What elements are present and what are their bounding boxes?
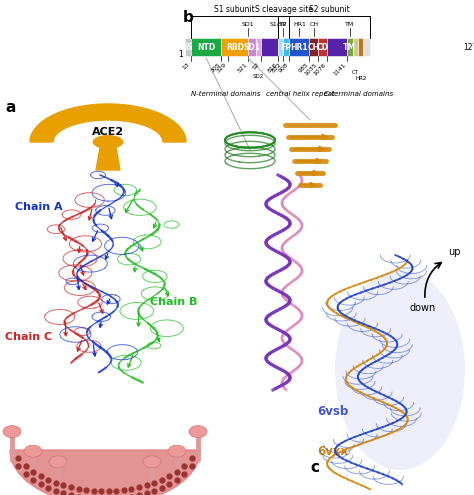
Bar [279,38,283,56]
Text: 329: 329 [216,62,228,74]
Bar [185,38,191,56]
Text: N-terminal domains: N-terminal domains [191,91,260,97]
Text: CH: CH [309,22,318,27]
Text: S cleavage site: S cleavage site [255,5,313,14]
Text: 816: 816 [267,62,279,74]
Text: SD2: SD2 [253,74,264,79]
Text: down: down [410,303,436,313]
Text: HR1: HR1 [291,43,308,51]
Ellipse shape [24,445,42,457]
Bar [310,38,318,56]
Ellipse shape [92,135,123,149]
Ellipse shape [168,445,186,457]
Text: Chain A: Chain A [15,202,63,212]
Text: ACE2: ACE2 [92,127,124,137]
Bar [283,38,290,56]
Text: up: up [448,247,461,257]
Text: SD1: SD1 [242,22,255,27]
Text: S1 subunit: S1 subunit [214,5,255,14]
Text: CH: CH [308,43,320,51]
Text: HR1: HR1 [293,22,306,27]
Bar [248,38,256,56]
Text: 1076: 1076 [312,62,327,77]
Text: FP: FP [279,22,286,27]
Text: Chain B: Chain B [150,297,197,307]
Text: Chain C: Chain C [5,332,52,342]
Bar [363,38,370,56]
Text: S1/S2: S1/S2 [270,22,287,27]
Text: HR2: HR2 [355,76,366,81]
Text: 1273: 1273 [463,43,474,51]
Text: S2 subunit: S2 subunit [310,5,350,14]
Bar [191,38,221,56]
Text: central helix repeat: central helix repeat [266,91,335,97]
Text: c: c [310,460,319,475]
Bar [327,38,346,56]
Text: TM: TM [343,43,356,51]
Text: b: b [183,10,194,25]
Text: 6vsb: 6vsb [317,405,348,418]
Text: 13: 13 [182,62,191,71]
Ellipse shape [49,456,67,468]
Polygon shape [96,142,120,170]
Text: SD1: SD1 [244,43,261,51]
Text: CD: CD [317,43,328,51]
Bar [346,38,353,56]
Ellipse shape [3,426,21,438]
Text: 1035: 1035 [303,62,318,77]
Bar [261,38,279,56]
Text: 985: 985 [298,62,310,74]
Text: S2: S2 [252,62,261,71]
Text: C-terminal domains: C-terminal domains [324,91,393,97]
Text: TM: TM [345,22,355,27]
Polygon shape [10,450,200,495]
Text: NTD: NTD [197,43,215,51]
Bar [318,38,327,56]
Bar [290,38,310,56]
Ellipse shape [189,426,207,438]
Text: 305: 305 [210,62,221,74]
Text: 521: 521 [237,62,248,74]
Text: SS: SS [183,43,193,51]
Text: FP: FP [281,43,292,51]
Polygon shape [30,104,186,142]
Text: 908: 908 [278,62,290,74]
Text: CT: CT [352,70,359,75]
Bar [221,38,248,56]
Text: 1: 1 [178,50,183,59]
Bar [353,38,358,56]
Bar [256,38,261,56]
Text: 6vxx: 6vxx [317,445,348,458]
Text: 1141: 1141 [332,62,346,77]
Text: 832: 832 [271,62,283,74]
Ellipse shape [335,270,465,470]
Ellipse shape [143,456,161,468]
Text: a: a [5,100,15,115]
Bar [358,38,363,56]
Text: RBD: RBD [226,43,244,51]
